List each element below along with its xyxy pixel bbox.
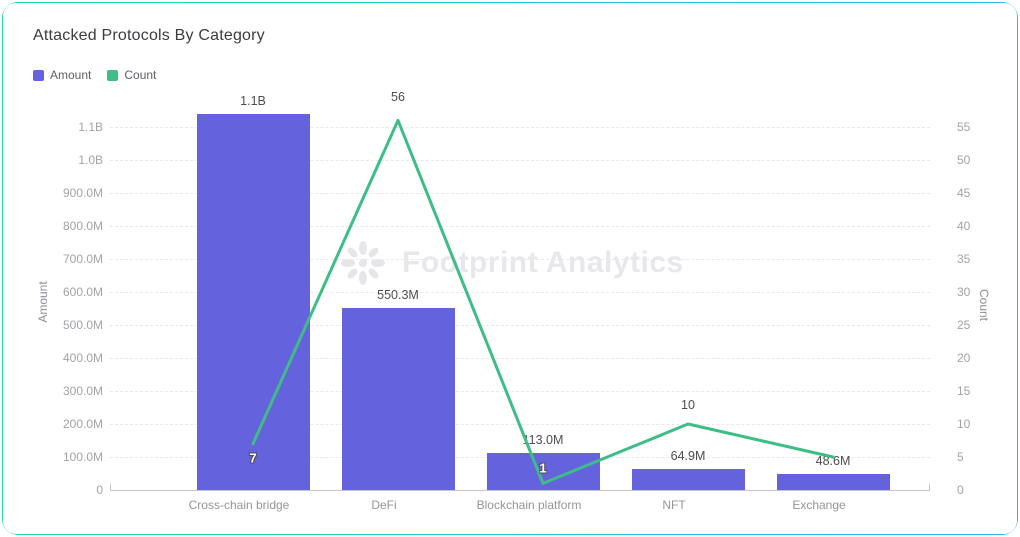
right-axis-tick-label: 5: [957, 450, 964, 464]
x-axis-end-tick: [929, 484, 930, 490]
category-label: DeFi: [371, 498, 397, 512]
left-axis-tick-label: 400.0M: [62, 351, 103, 365]
x-axis-line: [110, 490, 930, 491]
right-axis-tick-label: 40: [957, 219, 971, 233]
count-legend-swatch-icon: [107, 69, 119, 81]
left-axis-tick-label: 100.0M: [62, 450, 103, 464]
bar-value-label: 113.0M: [522, 432, 564, 447]
bar-exchange[interactable]: [776, 473, 890, 490]
left-axis-tick-label: 300.0M: [62, 384, 103, 398]
right-axis-tick-label: 25: [957, 318, 971, 332]
right-axis-tick-label: 15: [957, 384, 971, 398]
left-axis-tick-label: 600.0M: [62, 285, 103, 299]
count-line[interactable]: [251, 118, 835, 485]
bar-value-label: 64.9M: [670, 448, 706, 463]
count-point-label: 10: [681, 398, 695, 412]
right-axis-tick-label: 20: [957, 351, 971, 365]
category-label: Blockchain platform: [476, 498, 582, 512]
legend-item-amount[interactable]: Amount: [33, 68, 91, 82]
x-axis-end-tick: [110, 484, 111, 490]
bar-cross-chain-bridge[interactable]: [196, 113, 310, 490]
right-axis-tick-label: 10: [957, 417, 971, 431]
grid-line: [110, 127, 930, 128]
left-axis-tick-label: 500.0M: [62, 318, 103, 332]
count-point-label: 7: [249, 450, 257, 466]
right-axis-tick-label: 30: [957, 285, 971, 299]
amount-legend-swatch-icon: [33, 69, 44, 81]
category-label: NFT: [662, 498, 686, 512]
left-axis-tick-label: 0: [96, 483, 103, 497]
bar-value-label: 550.3M: [377, 288, 419, 303]
count-point-label: 1: [539, 460, 547, 476]
right-axis-tick-label: 45: [957, 186, 971, 200]
legend-label-count: Count: [124, 68, 157, 82]
count-point-label: 56: [391, 90, 405, 105]
right-axis-title: Count: [977, 288, 991, 322]
grid-line: [110, 259, 930, 260]
grid-line: [110, 193, 930, 194]
category-label: Cross-chain bridge: [188, 498, 290, 512]
grid-line: [110, 325, 930, 326]
right-axis-tick-label: 0: [957, 483, 964, 497]
bar-value-label: 48.6M: [815, 453, 851, 468]
grid-line: [110, 358, 930, 359]
card-background: [3, 3, 1017, 534]
left-axis-tick-label: 700.0M: [62, 252, 103, 266]
right-axis-tick-label: 50: [957, 153, 971, 167]
left-axis-tick-label: 200.0M: [62, 417, 103, 431]
bar-value-label: 1.1B: [240, 93, 266, 108]
grid-line: [110, 160, 930, 161]
left-axis-title: Amount: [36, 281, 50, 323]
right-axis-tick-label: 55: [957, 120, 971, 134]
right-axis-tick-label: 35: [957, 252, 971, 266]
left-axis-tick-label: 1.1B: [78, 120, 103, 134]
left-axis-tick-label: 1.0B: [78, 153, 103, 167]
left-axis-tick-label: 800.0M: [62, 219, 103, 233]
category-label: Exchange: [792, 498, 846, 512]
grid-line: [110, 226, 930, 227]
legend-item-count[interactable]: Count: [107, 68, 156, 82]
bar-nft[interactable]: [631, 468, 745, 490]
bar-defi[interactable]: [341, 308, 455, 490]
legend: Amount Count: [33, 68, 156, 82]
chart-title: Attacked Protocols By Category: [33, 27, 265, 44]
grid-line: [110, 292, 930, 293]
grid-line: [110, 391, 930, 392]
left-axis-tick-label: 900.0M: [62, 186, 103, 200]
legend-label-amount: Amount: [50, 68, 92, 82]
